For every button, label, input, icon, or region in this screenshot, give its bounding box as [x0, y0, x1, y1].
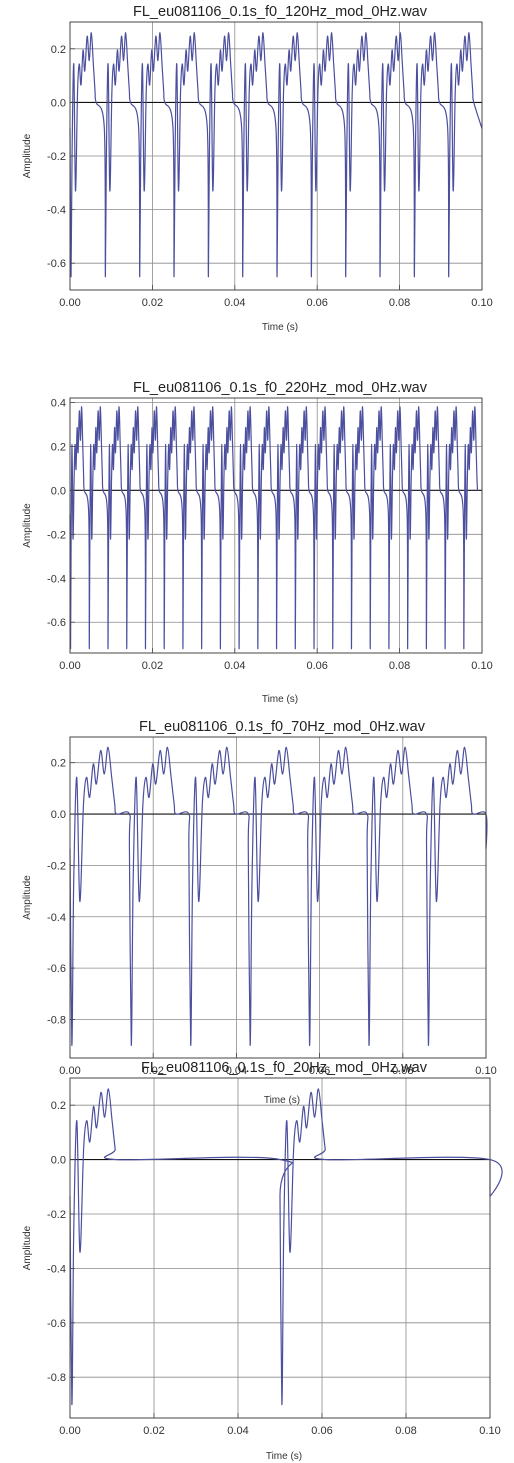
- x-tick-label: 0.02: [142, 1065, 163, 1077]
- y-tick-label: -0.6: [47, 258, 66, 270]
- y-tick-label: -0.2: [47, 860, 66, 872]
- y-tick-label: -0.6: [47, 963, 66, 975]
- y-tick-label: 0.2: [51, 1100, 66, 1112]
- chart-panel-4: 0.00 0.02 0.04 0.06 0.08 0.10 0.2 0.0 -0.2 -0.4 -0…: [22, 1060, 503, 1462]
- x-tick-label: 0.08: [389, 660, 410, 672]
- x-tick-label: 0.08: [389, 297, 410, 309]
- y-tick-label: 0.4: [51, 397, 66, 409]
- y-tick-label: 0.2: [51, 758, 66, 770]
- y-tick-label: -0.4: [47, 205, 66, 217]
- y-tick-label: 0.2: [51, 44, 66, 56]
- plot-frame: [69, 1077, 491, 1419]
- y-tick-label: 0.0: [51, 97, 66, 109]
- y-tick-label: -0.4: [47, 573, 66, 585]
- y-tick-label: 0.0: [51, 1155, 66, 1167]
- x-tick-label: 0.06: [306, 297, 327, 309]
- x-tick-label: 0.02: [143, 1425, 164, 1437]
- x-tick-label: 0.04: [226, 1065, 247, 1077]
- y-axis-label: Amplitude: [22, 1225, 33, 1270]
- y-tick-label: 0.0: [51, 809, 66, 821]
- x-tick-label: 0.00: [59, 1425, 80, 1437]
- x-axis-label: Time (s): [266, 1451, 302, 1462]
- plot-frame: [69, 736, 487, 1059]
- waveform-series-line: [69, 406, 479, 650]
- y-tick-label: -0.6: [47, 1318, 66, 1330]
- x-tick-label: 0.02: [142, 660, 163, 672]
- x-tick-label: 0.04: [224, 660, 245, 672]
- x-tick-label: 0.10: [471, 660, 492, 672]
- chart-title: FL_eu081106_0.1s_f0_220Hz_mod_0Hz.wav: [133, 380, 428, 396]
- y-axis-label: Amplitude: [22, 133, 33, 178]
- y-tick-label: -0.2: [47, 151, 66, 163]
- plot-frame: [69, 397, 483, 654]
- waveform-series-line: [69, 746, 488, 1046]
- x-tick-label: 0.00: [59, 1065, 80, 1077]
- y-tick-label: -0.8: [47, 1014, 66, 1026]
- y-tick-label: -0.2: [47, 529, 66, 541]
- x-axis-label: Time (s): [262, 322, 298, 333]
- x-tick-label: 0.00: [59, 297, 80, 309]
- x-tick-label: 0.06: [306, 660, 327, 672]
- y-tick-label: -0.8: [47, 1372, 66, 1384]
- y-axis-label: Amplitude: [22, 875, 33, 920]
- chart-title: FL_eu081106_0.1s_f0_20Hz_mod_0Hz.wav: [141, 1060, 428, 1076]
- y-tick-label: 0.0: [51, 485, 66, 497]
- x-tick-label: 0.00: [59, 660, 80, 672]
- chart-panel-2: 0.00 0.02 0.04 0.06 0.08 0.10 0.4 0.2 0.0 -0.2 -0.…: [22, 380, 493, 705]
- chart-panel-1: 0.00 0.02 0.04 0.06 0.08 0.10 0.2 0.0 -0.2 -0.4 -0…: [22, 4, 493, 333]
- chart-title: FL_eu081106_0.1s_f0_120Hz_mod_0Hz.wav: [133, 4, 428, 20]
- waveform-series-line: [69, 1088, 503, 1406]
- y-tick-label: -0.6: [47, 617, 66, 629]
- y-axis-label: Amplitude: [22, 503, 33, 548]
- x-tick-label: 0.10: [475, 1065, 496, 1077]
- x-tick-label: 0.06: [309, 1065, 330, 1077]
- x-axis-label: Time (s): [264, 1095, 300, 1106]
- chart-title: FL_eu081106_0.1s_f0_70Hz_mod_0Hz.wav: [139, 719, 426, 735]
- waveform-series-line: [69, 32, 483, 278]
- x-tick-label: 0.06: [311, 1425, 332, 1437]
- x-tick-label: 0.08: [392, 1065, 413, 1077]
- x-tick-label: 0.04: [227, 1425, 248, 1437]
- y-tick-label: 0.2: [51, 441, 66, 453]
- x-tick-label: 0.04: [224, 297, 245, 309]
- x-tick-label: 0.10: [479, 1425, 500, 1437]
- y-tick-label: -0.4: [47, 912, 66, 924]
- x-tick-label: 0.02: [142, 297, 163, 309]
- y-tick-label: -0.2: [47, 1209, 66, 1221]
- chart-panel-3: 0.00 0.02 0.04 0.06 0.08 0.10 0.2 0.0 -0.2 -0.4 -0…: [22, 719, 497, 1106]
- y-tick-label: -0.4: [47, 1263, 66, 1275]
- x-tick-label: 0.10: [471, 297, 492, 309]
- x-axis-label: Time (s): [262, 694, 298, 705]
- x-tick-label: 0.08: [395, 1425, 416, 1437]
